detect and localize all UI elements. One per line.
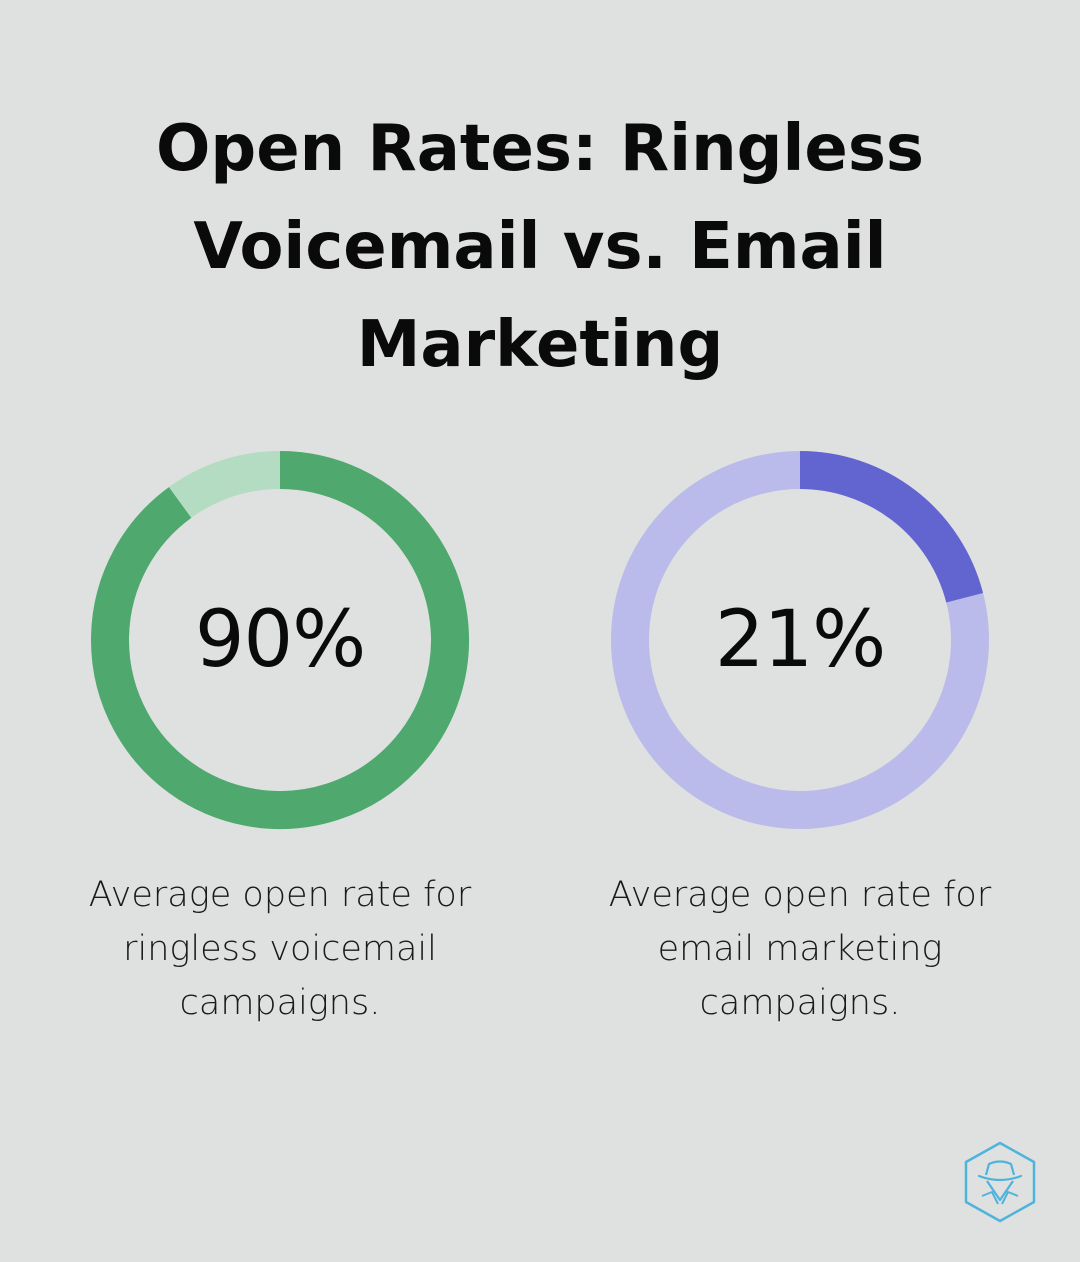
logo-hat-crown [984, 1160, 1016, 1176]
voicemail-caption: Average open rate for ringless voicemail… [80, 868, 480, 1030]
email-caption-line-2: email marketing [657, 929, 943, 969]
logo-hat-brim [977, 1174, 1023, 1182]
logo-hexagon [964, 1141, 1036, 1223]
voicemail-percent-label: 90% [194, 595, 366, 685]
email-caption: Average open rate for email marketing ca… [600, 868, 1000, 1030]
logo-collar-left [981, 1191, 999, 1205]
detective-hat-icon [962, 1140, 1038, 1224]
email-donut-chart [610, 450, 990, 830]
chart-title: Open Rates: Ringless Voicemail vs. Email… [90, 100, 990, 394]
email-caption-line-3: campaigns. [699, 983, 901, 1023]
title-line-1: Open Rates: Ringless [155, 112, 925, 186]
voicemail-caption-line-1: Average open rate for [88, 875, 472, 915]
voicemail-caption-line-2: ringless voicemail [123, 929, 437, 969]
voicemail-donut-chart [90, 450, 470, 830]
email-caption-line-1: Average open rate for [608, 875, 992, 915]
title-line-2: Voicemail vs. Email [193, 210, 887, 284]
title-line-3: Marketing [356, 308, 724, 382]
email-donut-value-arc [799, 451, 984, 603]
voicemail-donut-value-arc [91, 451, 469, 829]
voicemail-caption-line-3: campaigns. [179, 983, 381, 1023]
logo-collar-right [1001, 1191, 1019, 1205]
email-percent-label: 21% [714, 595, 886, 685]
logo-face [986, 1180, 1014, 1202]
